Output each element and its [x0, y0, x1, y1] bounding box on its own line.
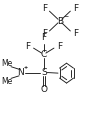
Text: +: + [24, 65, 28, 70]
Text: −: − [63, 13, 68, 18]
Text: F: F [73, 29, 78, 38]
Text: N: N [18, 68, 24, 77]
Text: F: F [42, 4, 47, 13]
Text: Me: Me [2, 59, 13, 68]
Text: F: F [57, 42, 62, 51]
Text: F: F [73, 4, 78, 13]
Text: F: F [42, 29, 47, 38]
Text: S: S [41, 68, 47, 77]
Text: F: F [25, 42, 30, 51]
Text: C: C [41, 50, 47, 59]
Text: B: B [57, 17, 63, 26]
Text: F: F [41, 33, 46, 42]
Text: O: O [40, 85, 47, 94]
Text: Me: Me [2, 77, 13, 86]
